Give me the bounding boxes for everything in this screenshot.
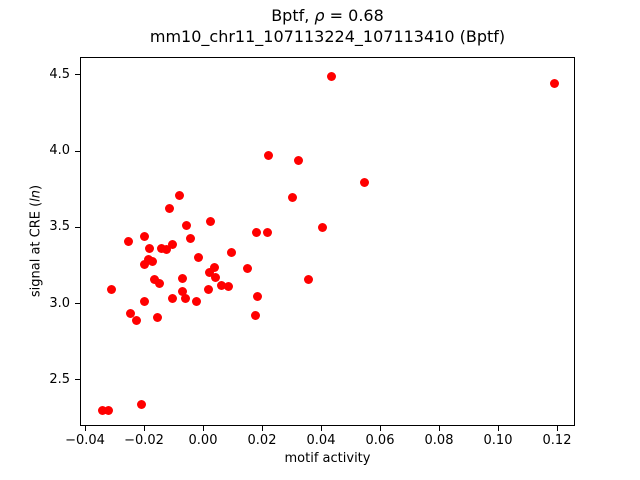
scatter-point xyxy=(549,79,559,89)
scatter-point xyxy=(264,151,274,161)
y-tick xyxy=(75,226,80,228)
x-tick xyxy=(556,426,558,431)
scatter-point xyxy=(251,311,261,321)
x-tick xyxy=(379,426,381,431)
y-tick xyxy=(75,303,80,305)
chart-title-line2: mm10_chr11_107113224_107113410 (Bptf) xyxy=(149,27,506,46)
y-tick-label: 3.5 xyxy=(49,219,70,235)
x-tick xyxy=(84,426,86,431)
x-tick xyxy=(320,426,322,431)
y-axis-label-text: signal at CRE ( xyxy=(28,201,44,298)
x-tick-label: −0.04 xyxy=(65,433,105,448)
scatter-point xyxy=(152,312,162,322)
scatter-point xyxy=(192,296,202,306)
x-tick xyxy=(438,426,440,431)
scatter-point xyxy=(263,228,273,238)
scatter-point xyxy=(243,263,253,273)
scatter-point xyxy=(124,236,134,246)
scatter-point xyxy=(216,281,226,291)
x-tick-label: 0.00 xyxy=(188,433,218,448)
y-tick xyxy=(75,379,80,381)
scatter-point xyxy=(167,294,177,304)
scatter-point xyxy=(126,309,136,319)
scatter-point xyxy=(177,287,187,297)
scatter-point xyxy=(193,253,203,262)
scatter-point xyxy=(359,178,369,188)
scatter-point xyxy=(107,284,117,294)
x-tick-label: 0.10 xyxy=(483,433,513,448)
scatter-point xyxy=(168,239,178,249)
x-tick-label: 0.12 xyxy=(542,433,572,448)
scatter-point xyxy=(145,244,155,254)
chart-title: Bptf, ρ = 0.68 mm10_chr11_107113224_1071… xyxy=(80,5,575,47)
chart-title-line1: Bptf, ρ = 0.68 xyxy=(80,5,575,26)
scatter-point xyxy=(210,262,220,272)
scatter-point xyxy=(227,247,237,257)
scatter-point xyxy=(97,406,107,416)
scatter-point xyxy=(162,244,172,254)
scatter-point xyxy=(204,285,214,295)
scatter-point xyxy=(103,406,113,416)
scatter-point xyxy=(206,217,216,227)
y-tick-label: 2.5 xyxy=(49,371,70,387)
y-tick-label: 4.5 xyxy=(49,66,70,82)
title-text: Bptf, xyxy=(271,6,315,25)
x-tick-label: 0.06 xyxy=(365,433,395,448)
scatter-point xyxy=(293,155,303,165)
scatter-point xyxy=(205,267,214,277)
scatter-point xyxy=(157,244,167,253)
scatter-point xyxy=(139,260,149,270)
scatter-point xyxy=(304,275,314,285)
scatter-point xyxy=(253,292,263,302)
scatter-point xyxy=(181,294,191,304)
scatter-point xyxy=(177,273,187,283)
y-tick-label: 3.0 xyxy=(49,295,70,311)
scatter-point xyxy=(165,203,175,213)
scatter-point xyxy=(131,315,141,325)
scatter-point xyxy=(186,233,196,243)
title-rho-symbol: ρ xyxy=(314,6,325,25)
scatter-point xyxy=(182,220,192,230)
x-tick xyxy=(261,426,263,431)
scatter-point xyxy=(224,282,234,292)
plot-area xyxy=(80,57,575,426)
y-axis-label-italic: ln xyxy=(28,189,44,202)
scatter-point xyxy=(211,272,221,282)
x-tick xyxy=(143,426,145,431)
x-tick-label: 0.04 xyxy=(306,433,336,448)
scatter-point xyxy=(155,279,165,289)
y-axis-label: signal at CRE (ln) xyxy=(29,185,44,297)
y-tick xyxy=(75,150,80,152)
scatter-point xyxy=(287,193,297,203)
scatter-point xyxy=(136,400,146,410)
title-rho-value: = 0.68 xyxy=(324,6,384,25)
y-tick xyxy=(75,74,80,76)
scatter-point xyxy=(326,72,336,82)
scatter-point xyxy=(139,297,149,307)
x-tick xyxy=(202,426,204,431)
scatter-point xyxy=(174,191,184,201)
x-tick-label: 0.02 xyxy=(247,433,277,448)
x-axis-label: motif activity xyxy=(284,451,371,466)
x-tick-label: −0.02 xyxy=(124,433,164,448)
y-tick-label: 4.0 xyxy=(49,143,70,159)
x-tick-label: 0.08 xyxy=(424,433,454,448)
scatter-point xyxy=(148,257,158,267)
scatter-point xyxy=(139,232,149,242)
y-axis-label-close: ) xyxy=(28,184,44,190)
scatter-point xyxy=(251,227,261,237)
scatter-point xyxy=(317,222,327,232)
scatter-point xyxy=(149,275,159,285)
x-tick xyxy=(497,426,499,431)
